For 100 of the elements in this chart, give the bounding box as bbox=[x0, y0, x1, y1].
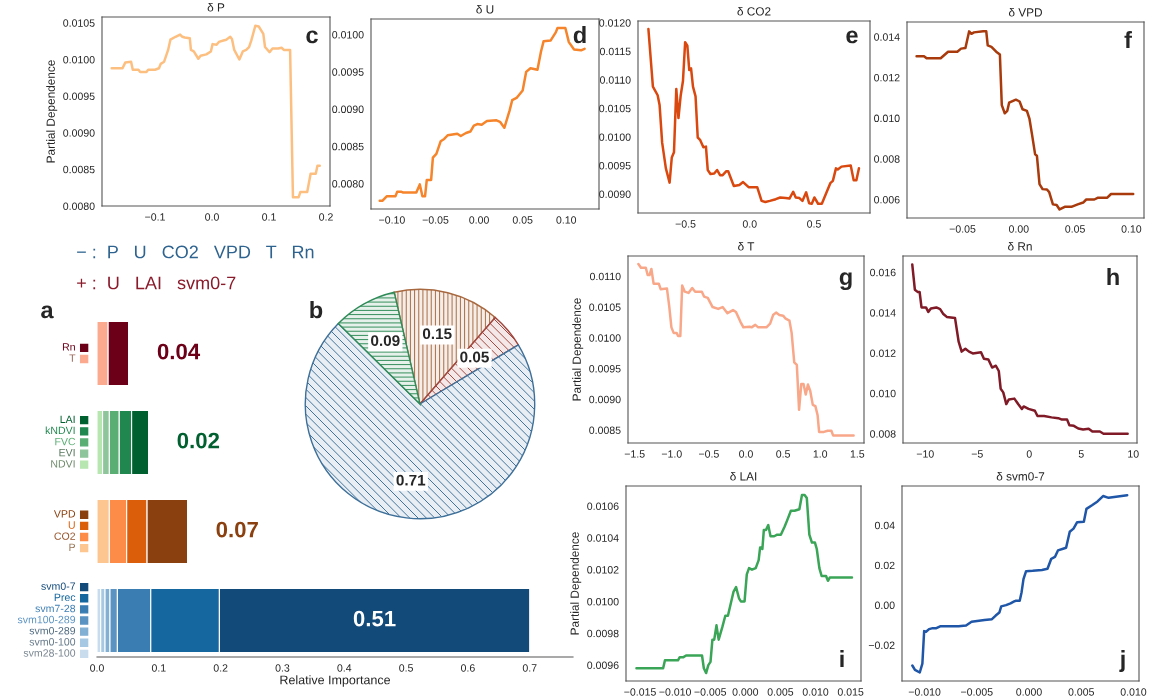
y-tick-label: −0.02 bbox=[868, 641, 895, 650]
x-tick-label: 0.6 bbox=[460, 664, 475, 672]
x-tick-label: 1.5 bbox=[850, 450, 865, 458]
y-tick-label: 0.0096 bbox=[587, 661, 619, 670]
legend-label: U bbox=[68, 521, 75, 529]
y-axis-title: Partial Dependence bbox=[570, 532, 582, 635]
x-tick-label: 0.0 bbox=[742, 220, 757, 228]
chart-title: δ T bbox=[738, 241, 755, 251]
line-series bbox=[378, 26, 586, 203]
x-tick-label: 0.000 bbox=[732, 688, 759, 696]
data-label: 0.71 bbox=[396, 474, 426, 486]
text: + : U LAI svm0-7 bbox=[77, 276, 236, 290]
y-tick-label: 0.0105 bbox=[63, 19, 95, 27]
y-tick-label: 0.0100 bbox=[599, 133, 631, 141]
annotation: i bbox=[840, 649, 844, 668]
y-axis-title: Partial Dependence bbox=[572, 298, 584, 401]
x-tick-label: 0.5 bbox=[399, 664, 413, 672]
y-tick-label: 0.0080 bbox=[63, 202, 95, 210]
x-tick-label: 1.0 bbox=[813, 450, 828, 458]
y-tick-label: 0.010 bbox=[874, 114, 900, 123]
line-series bbox=[637, 262, 855, 437]
annotation: g bbox=[839, 272, 852, 291]
y-tick-label: 0.0104 bbox=[587, 534, 619, 542]
y-tick-label: 0.012 bbox=[874, 73, 900, 82]
y-tick-label: 0.04 bbox=[874, 521, 895, 530]
legend-label: FVC bbox=[55, 437, 76, 446]
annotation: e bbox=[846, 30, 858, 44]
annotation: b bbox=[310, 300, 323, 319]
x-tick-label: 0.1 bbox=[262, 213, 276, 221]
y-tick-label: 0.0080 bbox=[332, 180, 364, 188]
chart-title: δ VPD bbox=[1008, 7, 1042, 17]
y-tick-label: 0.0105 bbox=[589, 303, 621, 311]
x-tick-label: −0.05 bbox=[422, 216, 449, 224]
line-series bbox=[911, 263, 1129, 435]
y-tick-label: 0.012 bbox=[870, 349, 896, 357]
y-tick-label: 0.0102 bbox=[587, 566, 619, 574]
x-tick-label: −1.5 bbox=[624, 450, 645, 458]
legend-label: kNDVI bbox=[45, 426, 75, 435]
legend-label: Rn bbox=[62, 343, 75, 351]
y-tick-label: 0.0110 bbox=[599, 76, 631, 84]
legend-label: CO2 bbox=[54, 532, 76, 540]
legend-label: NDVI bbox=[51, 460, 75, 468]
y-tick-label: 0.0090 bbox=[589, 395, 621, 404]
chart-title: δ U bbox=[476, 4, 494, 14]
y-tick-label: 0.0110 bbox=[589, 272, 621, 281]
annotation: 0.04 bbox=[157, 343, 201, 360]
y-tick-label: 0.00 bbox=[874, 601, 895, 610]
data-label: 0.05 bbox=[460, 351, 489, 363]
y-tick-label: 0.0100 bbox=[589, 334, 621, 342]
y-tick-label: 0.0095 bbox=[599, 161, 631, 170]
annotation: j bbox=[1119, 649, 1125, 673]
y-tick-label: 0.0098 bbox=[587, 629, 619, 638]
chart-title: δ CO2 bbox=[737, 6, 771, 16]
x-tick-label: 0.0 bbox=[90, 664, 104, 672]
legend-label: EVI bbox=[59, 449, 75, 457]
x-tick-label: 0.05 bbox=[1065, 225, 1085, 233]
x-tick-label: 5 bbox=[1078, 450, 1084, 458]
x-tick-label: −0.005 bbox=[961, 688, 993, 696]
x-tick-label: 0.7 bbox=[522, 664, 537, 672]
x-tick-label: −5 bbox=[971, 450, 983, 458]
x-tick-label: 0.1 bbox=[151, 664, 166, 672]
data-label: 0.15 bbox=[422, 328, 452, 340]
legend-label: svm0-289 bbox=[29, 626, 76, 635]
x-tick-label: 0.000 bbox=[1016, 688, 1042, 696]
legend-label: svm0-100 bbox=[29, 638, 76, 646]
legend-label: P bbox=[69, 543, 76, 551]
chart-title: δ Rn bbox=[1008, 241, 1032, 251]
x-tick-label: 0.010 bbox=[802, 688, 829, 696]
x-tick-label: 0.015 bbox=[837, 688, 864, 696]
legend-label: T bbox=[69, 354, 76, 362]
x-tick-label: 0.00 bbox=[469, 216, 489, 224]
y-tick-label: 0.006 bbox=[874, 195, 900, 204]
x-tick-label: −0.015 bbox=[624, 688, 656, 696]
x-tick-label: 0.010 bbox=[1120, 688, 1147, 696]
annotation: 0.07 bbox=[216, 521, 258, 538]
pie-slice bbox=[304, 322, 536, 520]
y-tick-label: 0.010 bbox=[870, 389, 896, 398]
y-tick-label: 0.0085 bbox=[63, 165, 95, 174]
legend-label: VPD bbox=[53, 510, 76, 518]
y-tick-label: 0.014 bbox=[874, 33, 900, 41]
annotation: h bbox=[1107, 267, 1119, 286]
line-series bbox=[110, 24, 321, 199]
y-tick-label: 0.0090 bbox=[63, 129, 95, 137]
annotation: d bbox=[573, 26, 586, 44]
line-series bbox=[915, 30, 1135, 211]
y-tick-label: 0.008 bbox=[870, 430, 896, 438]
text: − : P U CO2 VPD T Rn bbox=[77, 245, 314, 259]
y-tick-label: 0.0106 bbox=[587, 502, 619, 510]
x-tick-label: −0.5 bbox=[699, 450, 719, 458]
y-tick-label: 0.0120 bbox=[599, 19, 631, 27]
y-tick-label: 0.0100 bbox=[587, 597, 619, 606]
x-tick-label: −0.05 bbox=[949, 225, 976, 233]
annotation: f bbox=[1124, 31, 1132, 49]
y-tick-label: 0.016 bbox=[870, 268, 896, 277]
chart-title: δ P bbox=[207, 2, 225, 12]
x-tick-label: −10 bbox=[916, 450, 934, 458]
x-tick-label: −0.005 bbox=[694, 688, 727, 696]
x-tick-label: 0.0 bbox=[205, 213, 219, 221]
y-tick-label: 0.0100 bbox=[332, 31, 364, 39]
legend-label: svm7-28 bbox=[35, 604, 76, 613]
